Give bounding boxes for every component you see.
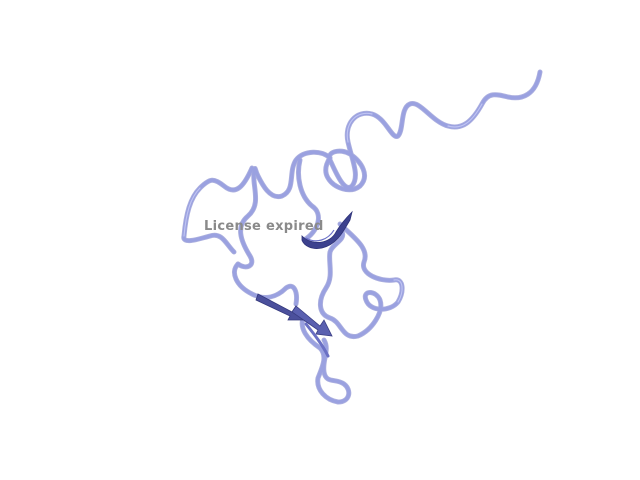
- license-watermark: License expired: [204, 219, 324, 234]
- helix-segment: [301, 210, 353, 249]
- coil-highlight: [183, 103, 483, 303]
- sheet-arrow-2: [291, 305, 333, 337]
- coil-shadow: [181, 69, 543, 405]
- sheet-strand-3: [304, 322, 330, 358]
- coil-backbone: [182, 70, 542, 404]
